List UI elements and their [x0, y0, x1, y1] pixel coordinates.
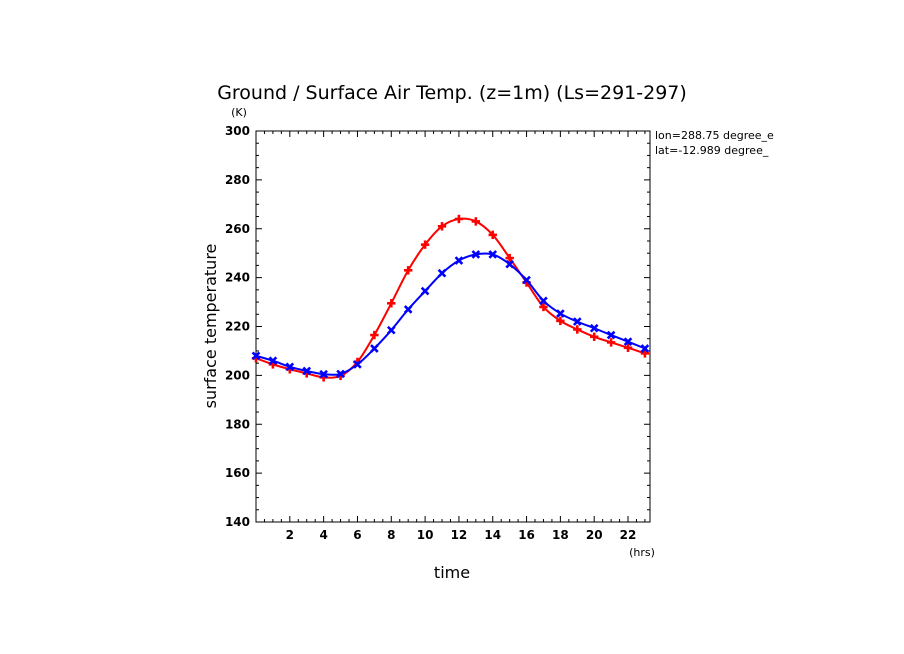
- x-tick-label: 20: [586, 528, 603, 542]
- series-2-point: [403, 305, 413, 314]
- chart-title: Ground / Surface Air Temp. (z=1m) (Ls=29…: [217, 82, 687, 104]
- series-1-point: [403, 266, 413, 275]
- series-1-point: [589, 332, 599, 341]
- x-tick-label: 10: [417, 528, 434, 542]
- series-1-point: [505, 253, 514, 263]
- lat-annotation: lat=-12.989 degree_: [655, 144, 769, 157]
- x-tick-label: 2: [286, 528, 294, 542]
- y-unit-label: (K): [231, 106, 247, 119]
- series-2-point: [420, 286, 430, 296]
- series-2-point: [336, 369, 345, 379]
- y-tick-label: 140: [225, 515, 250, 529]
- y-tick-label: 280: [225, 173, 250, 187]
- series-2-point: [606, 330, 616, 340]
- x-tick-label: 22: [620, 528, 637, 542]
- series-1-point: [606, 338, 616, 347]
- series-1-point: [556, 316, 565, 326]
- x-tick-label: 16: [518, 528, 535, 542]
- x-tick-label: 4: [319, 528, 327, 542]
- series-2-point: [539, 296, 548, 306]
- series-1-point: [488, 230, 497, 240]
- y-tick-label: 240: [225, 271, 250, 285]
- series-1-point: [623, 343, 633, 352]
- series-2-point: [353, 360, 362, 369]
- axis-ticks: 140 160 180 200 220 240 260 280 300 2 4 6 8 10 12 14 16 1…: [225, 124, 650, 542]
- series-1-point: [370, 330, 379, 340]
- y-tick-label: 200: [225, 368, 250, 382]
- y-axis-title: surface temperature: [201, 244, 220, 409]
- series-1-point: [420, 240, 430, 249]
- label-mask: [779, 128, 819, 160]
- lon-annotation: lon=288.75 degree_e: [655, 129, 774, 142]
- series-2-point: [454, 256, 464, 265]
- y-tick-label: 180: [225, 417, 250, 431]
- series-2-point: [437, 268, 447, 278]
- series-1-point: [454, 214, 464, 224]
- series-1-point: [387, 299, 396, 308]
- y-tick-label: 160: [225, 466, 250, 480]
- series-2-point: [319, 369, 328, 379]
- y-tick-label: 260: [225, 222, 250, 236]
- series-2-point: [556, 309, 565, 318]
- series-2-point: [386, 325, 396, 335]
- series-line-2: [255, 252, 646, 376]
- series-2-point: [522, 275, 531, 285]
- series-2-point: [505, 259, 514, 269]
- series-2-point: [370, 344, 379, 353]
- series-2-point: [623, 337, 633, 346]
- x-tick-label: 6: [353, 528, 361, 542]
- series-1-point: [437, 222, 447, 231]
- x-tick-label: 12: [451, 528, 468, 542]
- y-tick-label: 300: [225, 124, 250, 138]
- series-2-point: [589, 323, 599, 333]
- series-2-point: [640, 344, 650, 353]
- series-1-point: [539, 302, 548, 312]
- x-tick-label: 14: [484, 528, 501, 542]
- series-2-point: [471, 250, 481, 259]
- series-1-point: [471, 217, 481, 226]
- y-tick-label: 220: [225, 320, 250, 334]
- series-layer: [251, 214, 650, 382]
- x-tick-label: 8: [387, 528, 395, 542]
- series-line-1: [255, 217, 646, 379]
- series-2-point: [285, 362, 295, 372]
- series-2-point: [251, 351, 261, 361]
- x-unit-label: (hrs): [629, 546, 655, 559]
- series-2-point: [572, 317, 582, 326]
- x-axis-title: time: [434, 563, 470, 582]
- series-1-point: [573, 325, 582, 334]
- series-2-point: [488, 250, 498, 259]
- series-1-point: [640, 349, 650, 358]
- series-2-point: [302, 366, 312, 376]
- x-tick-label: 18: [552, 528, 569, 542]
- series-2-point: [268, 356, 278, 366]
